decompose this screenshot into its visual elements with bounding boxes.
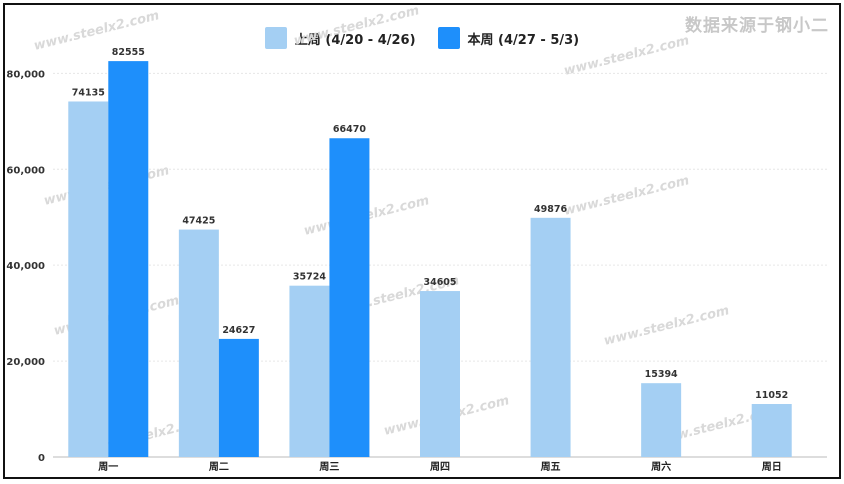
chart-frame: 数据来源于钢小二 上周 (4/20 - 4/26) 本周 (4/27 - 5/3… bbox=[3, 3, 841, 479]
data-label-last-week: 11052 bbox=[755, 390, 788, 401]
bar-last-week bbox=[289, 285, 330, 457]
x-tick-label: 周四 bbox=[430, 461, 450, 473]
y-tick-label: 60,000 bbox=[6, 165, 45, 176]
data-label-last-week: 74135 bbox=[72, 87, 105, 98]
data-label-this-week: 82555 bbox=[112, 47, 145, 58]
y-tick-label: 20,000 bbox=[6, 357, 45, 368]
y-tick-label: 80,000 bbox=[6, 69, 45, 80]
y-tick-label: 0 bbox=[38, 453, 45, 464]
x-tick-label: 周日 bbox=[762, 461, 782, 473]
bar-last-week bbox=[641, 383, 682, 457]
data-label-this-week: 66470 bbox=[333, 124, 366, 135]
data-label-last-week: 35724 bbox=[293, 272, 326, 283]
legend-swatch-this-week bbox=[437, 27, 460, 49]
x-tick-label: 周一 bbox=[98, 461, 118, 473]
bar-this-week bbox=[218, 338, 259, 457]
watermark-text: www.steelx2.com bbox=[602, 303, 731, 349]
watermark-text: www.steelx2.com bbox=[292, 5, 421, 49]
chart-legend: 上周 (4/20 - 4/26) 本周 (4/27 - 5/3) bbox=[5, 27, 839, 49]
legend-label-this-week: 本周 (4/27 - 5/3) bbox=[467, 32, 580, 48]
watermark-text: www.steelx2.com bbox=[562, 33, 691, 79]
bar-last-week bbox=[178, 229, 219, 457]
data-label-last-week: 49876 bbox=[534, 204, 567, 215]
data-label-last-week: 34605 bbox=[423, 277, 456, 288]
x-tick-label: 周二 bbox=[209, 461, 229, 473]
watermark-text: www.steelx2.com bbox=[562, 173, 691, 219]
x-tick-label: 周三 bbox=[319, 461, 339, 473]
bar-last-week bbox=[751, 404, 792, 457]
bar-chart: www.steelx2.com www.steelx2.com www.steelx… bbox=[6, 5, 827, 473]
legend-label-last-week: 上周 (4/20 - 4/26) bbox=[294, 32, 416, 48]
y-tick-label: 40,000 bbox=[6, 261, 45, 272]
legend-item-last-week[interactable]: 上周 (4/20 - 4/26) bbox=[264, 27, 416, 49]
legend-swatch-last-week bbox=[264, 27, 287, 49]
x-tick-label: 周六 bbox=[651, 460, 671, 473]
bar-last-week bbox=[420, 291, 460, 457]
legend-item-this-week[interactable]: 本周 (4/27 - 5/3) bbox=[437, 27, 580, 49]
data-label-last-week: 15394 bbox=[645, 369, 678, 380]
bar-last-week bbox=[530, 217, 571, 457]
bar-this-week bbox=[108, 61, 149, 458]
data-source-note: 数据来源于钢小二 bbox=[685, 16, 829, 36]
bar-this-week bbox=[329, 138, 370, 457]
bar-last-week bbox=[68, 101, 109, 457]
data-label-last-week: 47425 bbox=[182, 216, 215, 227]
data-label-this-week: 24627 bbox=[222, 325, 255, 336]
x-tick-label: 周五 bbox=[541, 461, 561, 473]
